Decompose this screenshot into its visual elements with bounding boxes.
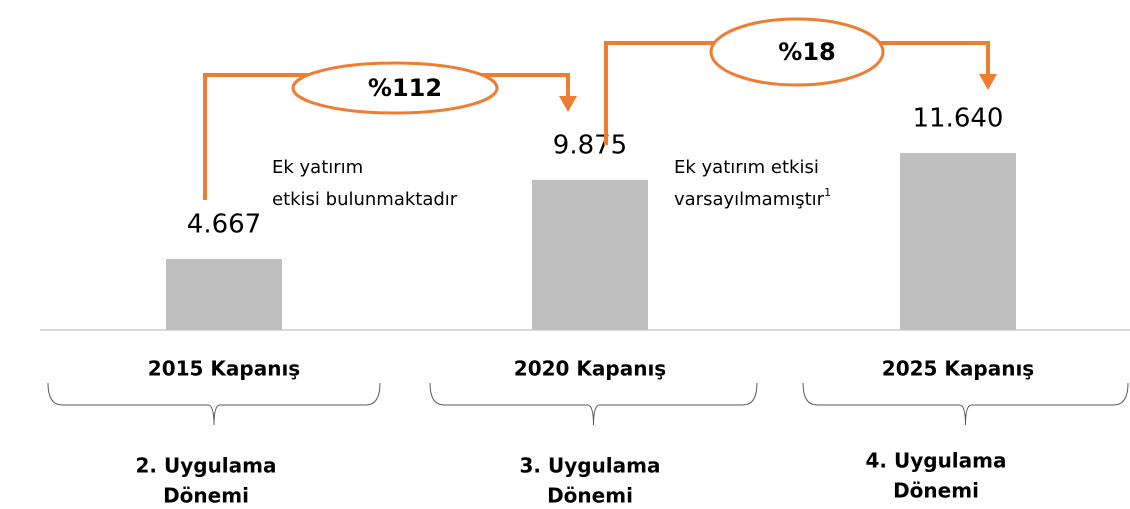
bar <box>900 153 1016 330</box>
period-label: 2. Uygulama <box>136 454 277 478</box>
growth-label: %112 <box>368 74 442 102</box>
note-text: Ek yatırım etkisi <box>674 157 819 178</box>
growth-label: %18 <box>778 38 835 66</box>
period-label: 4. Uygulama <box>866 449 1007 473</box>
footnote-mark: 1 <box>824 186 831 199</box>
value-label: 11.640 <box>913 104 1004 134</box>
period-label: Dönemi <box>893 479 979 503</box>
brace <box>802 382 1129 426</box>
growth-bubble <box>291 61 499 115</box>
category-label: 2015 Kapanış <box>148 357 300 381</box>
value-label: 9.875 <box>553 130 627 160</box>
category-label: 2025 Kapanış <box>882 357 1034 381</box>
period-label: 3. Uygulama <box>520 454 661 478</box>
note-text: varsayılmamıştır1 <box>674 186 831 210</box>
arrow-head <box>559 96 577 112</box>
value-label: 4.667 <box>187 210 261 240</box>
period-label: Dönemi <box>547 484 633 508</box>
brace <box>429 382 758 426</box>
note-text: Ek yatırım <box>272 157 363 178</box>
brace <box>47 382 381 426</box>
bar <box>166 259 282 330</box>
arrow-head <box>979 74 997 90</box>
note-text: etkisi bulunmaktadır <box>272 189 458 210</box>
growth-bubble <box>709 17 885 87</box>
bar <box>532 179 648 330</box>
category-label: 2020 Kapanış <box>514 357 666 381</box>
period-label: Dönemi <box>163 484 249 508</box>
